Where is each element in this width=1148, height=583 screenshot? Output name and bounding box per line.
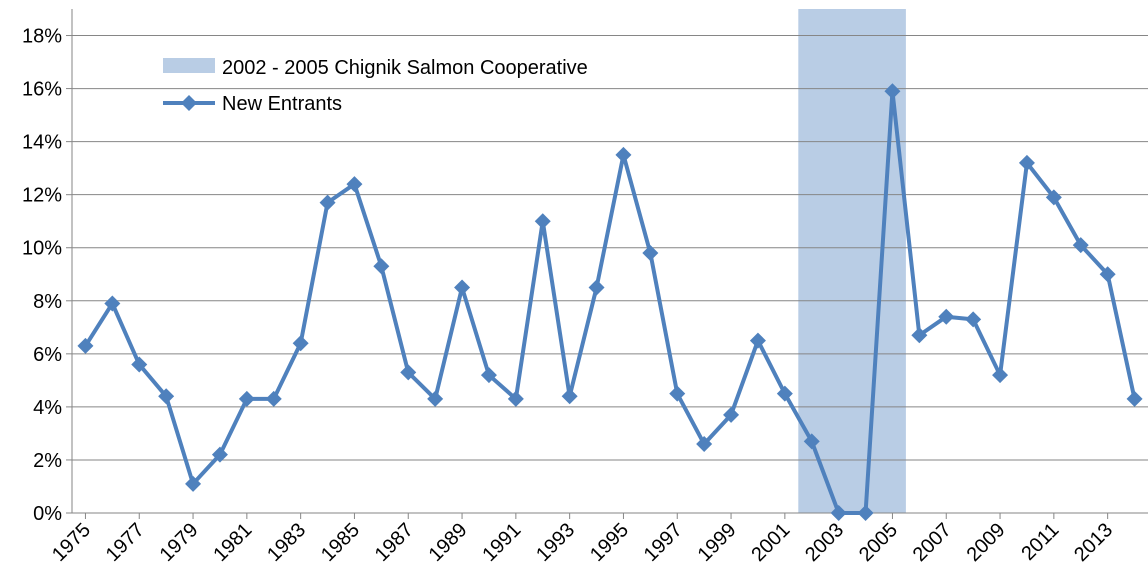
data-point	[158, 388, 175, 405]
data-point	[965, 311, 982, 328]
x-tick-label: 1985	[317, 519, 364, 566]
data-point	[857, 505, 874, 521]
data-point	[723, 406, 740, 423]
data-point	[77, 337, 94, 354]
x-tick-label: 2013	[1070, 519, 1117, 566]
data-point	[373, 258, 390, 275]
x-tick-label: 1989	[425, 519, 472, 566]
data-point	[588, 279, 605, 296]
legend-label: New Entrants	[222, 93, 342, 115]
data-point	[454, 279, 471, 296]
data-point	[265, 390, 282, 407]
data-point	[776, 385, 793, 402]
x-tick-label: 1975	[48, 519, 95, 566]
y-tick-label: 8%	[33, 291, 62, 313]
legend-swatch	[163, 58, 215, 73]
series-line	[83, 89, 1137, 515]
data-point	[938, 308, 955, 325]
data-point	[696, 436, 713, 453]
x-tick-label: 1983	[263, 519, 310, 566]
y-tick-label: 10%	[22, 238, 62, 260]
data-point	[104, 295, 121, 312]
x-tick-label: 2009	[963, 519, 1010, 566]
x-tick-label: 1981	[209, 519, 256, 566]
y-tick-label: 0%	[33, 503, 62, 525]
data-point	[561, 388, 578, 405]
x-tick-label: 1993	[532, 519, 579, 566]
data-point	[669, 385, 686, 402]
data-point	[507, 390, 524, 407]
data-point	[803, 433, 820, 450]
data-point	[211, 446, 228, 463]
data-point	[884, 83, 901, 100]
data-point	[185, 475, 202, 492]
data-point	[400, 364, 417, 381]
data-point	[749, 332, 766, 349]
y-tick-label: 16%	[22, 79, 62, 101]
data-point	[238, 390, 255, 407]
y-tick-label: 4%	[33, 397, 62, 419]
x-tick-label: 1991	[478, 519, 525, 566]
x-tick-label: 2001	[747, 519, 794, 566]
x-tick-label: 1979	[156, 519, 203, 566]
x-tick-label: 2005	[855, 519, 902, 566]
data-point	[480, 367, 497, 384]
x-tick-label: 2011	[1017, 519, 1063, 565]
data-point	[642, 245, 659, 262]
data-point	[131, 356, 148, 373]
data-point	[1045, 189, 1062, 206]
y-tick-label: 18%	[22, 26, 62, 48]
data-point	[992, 367, 1009, 384]
x-tick-label: 1977	[102, 519, 149, 566]
data-point	[1072, 237, 1089, 254]
x-tick-label: 1995	[586, 519, 633, 566]
y-tick-label: 14%	[22, 132, 62, 154]
y-tick-label: 2%	[33, 450, 62, 472]
y-tick-label: 6%	[33, 344, 62, 366]
data-point	[534, 213, 551, 230]
data-point	[1018, 154, 1035, 171]
x-tick-label: 1999	[694, 519, 741, 566]
data-point	[830, 505, 847, 521]
data-point	[292, 335, 309, 352]
y-tick-label: 12%	[22, 185, 62, 207]
data-point	[615, 146, 632, 163]
x-tick-label: 2003	[801, 519, 848, 566]
x-tick-label: 1987	[371, 519, 418, 566]
legend-marker	[181, 95, 197, 111]
data-point	[1126, 390, 1143, 407]
x-tick-label: 2007	[909, 519, 956, 566]
x-tick-label: 1997	[640, 519, 687, 566]
legend-label: 2002 - 2005 Chignik Salmon Cooperative	[222, 57, 588, 79]
data-point	[346, 176, 363, 193]
data-point	[427, 390, 444, 407]
data-point	[911, 327, 928, 344]
data-point	[319, 194, 336, 211]
data-point	[1099, 266, 1116, 283]
